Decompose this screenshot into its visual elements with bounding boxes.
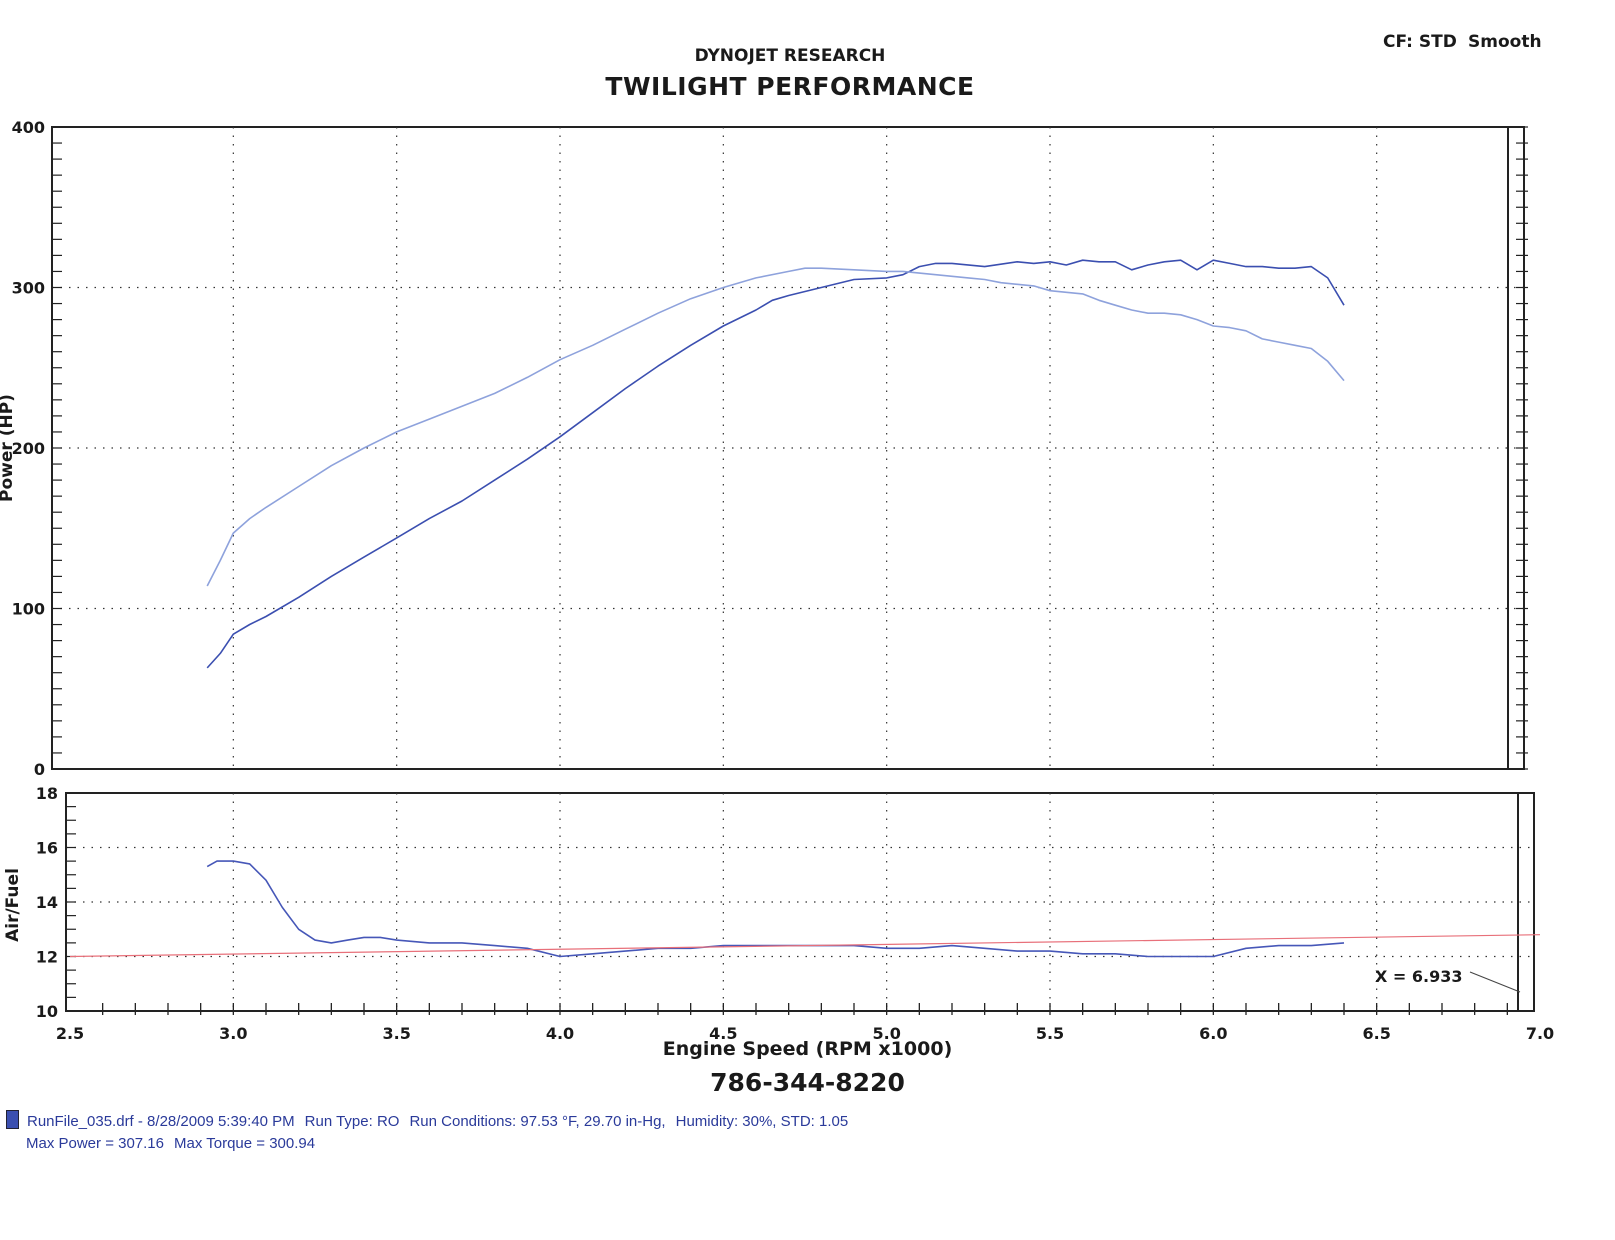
power-y-axis-label: Power (HP) [0,394,17,502]
afr-y-tick-label: 12 [36,948,58,967]
x-tick-label: 3.5 [382,1024,410,1043]
run-conditions: Run Conditions: 97.53 °F, 29.70 in-Hg, [409,1113,666,1130]
afr-target-curve [69,934,1541,958]
run-info-footer: RunFile_035.drf - 8/28/2009 5:39:40 PM Ru… [6,1110,848,1155]
run-legend-swatch[interactable] [6,1110,19,1129]
run-type: Run Type: RO [304,1113,400,1130]
max-torque: Max Torque = 300.94 [174,1135,316,1152]
correction-factor: CF: STD [1383,32,1457,52]
power-y-tick-label: 300 [12,279,45,298]
run-humidity: Humidity: 30%, STD: 1.05 [675,1113,849,1130]
power-y-tick-label: 0 [34,760,45,779]
run-file-name: RunFile_035.drf - 8/28/2009 5:39:40 PM [27,1113,295,1130]
x-tick-label: 2.5 [56,1024,84,1043]
power-y-tick-label: 200 [12,439,45,458]
torque-curve [206,267,1345,587]
power-y-tick-label: 100 [12,600,45,619]
afr-y-tick-label: 14 [36,893,58,912]
header-title: TWILIGHT PERFORMANCE [605,72,975,101]
afr-curve [206,860,1345,958]
header-brand: DYNOJET RESEARCH [694,46,886,66]
power-y-ticks: 0 100 200 300 400 [12,118,1528,779]
x-tick-label: 4.5 [709,1024,737,1043]
max-power: Max Power = 307.16 [26,1135,164,1152]
x-axis-label: Engine Speed (RPM x1000) [662,1038,953,1060]
afr-panel-frame [65,792,1535,1012]
afr-y-axis-label: Air/Fuel [3,868,23,942]
smoothing-label: Smooth [1468,32,1542,52]
power-y-tick-label: 400 [12,118,45,137]
afr-y-ticks: 10 12 14 16 18 [36,784,76,1021]
cursor-x-readout: X = 6.933 [1375,967,1463,986]
afr-y-tick-label: 10 [36,1002,58,1021]
x-tick-label: 4.0 [546,1024,574,1043]
cursor-pointer-line [1469,971,1521,993]
afr-series-group [69,860,1541,958]
power-series-group [206,259,1345,669]
afr-y-tick-label: 18 [36,784,58,803]
shop-phone: 786-344-8220 [710,1068,905,1097]
x-tick-label: 3.0 [219,1024,247,1043]
afr-grid [66,793,1534,1011]
power-curve [206,259,1345,669]
power-panel-frame [51,126,1525,770]
x-tick-label: 7.0 [1526,1024,1554,1043]
x-tick-label: 6.0 [1199,1024,1227,1043]
x-tick-label: 5.5 [1036,1024,1064,1043]
x-ticks: 2.5 3.0 3.5 4.0 4.5 5.0 5.5 6.0 6.5 7.0 [56,1003,1554,1043]
power-grid [52,127,1524,769]
afr-y-tick-label: 16 [36,839,58,858]
x-tick-label: 6.5 [1362,1024,1390,1043]
x-tick-label: 5.0 [872,1024,900,1043]
